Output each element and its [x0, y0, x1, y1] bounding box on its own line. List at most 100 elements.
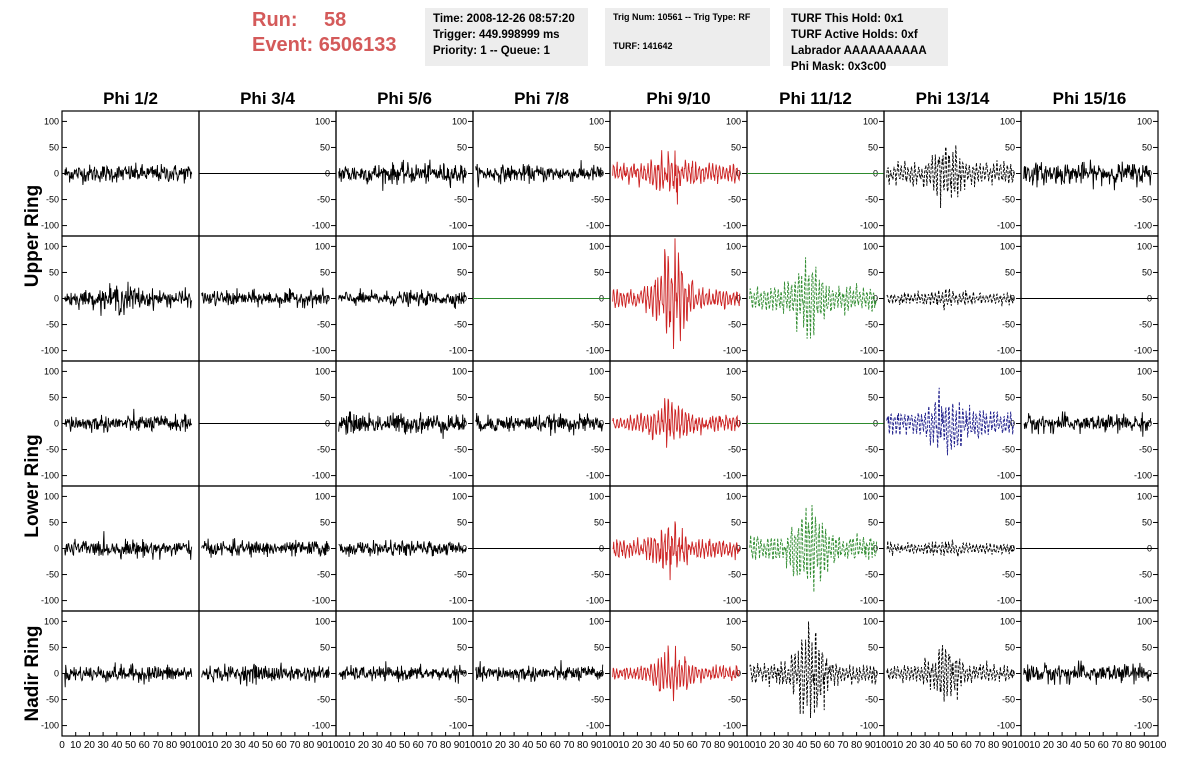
ytick-label: 100 [589, 116, 604, 126]
xtick-label: 40 [111, 740, 123, 751]
xtick-label: 0 [59, 740, 65, 751]
waveform-r2-c2 [201, 287, 330, 309]
turf-info-box: TURF This Hold: 0x1 TURF Active Holds: 0… [783, 8, 948, 73]
xtick-label: 30 [235, 740, 247, 751]
xtick-label: 60 [824, 740, 836, 751]
ytick-label: 50 [1005, 267, 1015, 277]
xtick-label: 90 [180, 740, 192, 751]
turf-hold-text: TURF This Hold: 0x1 [791, 13, 904, 25]
xtick-label: 20 [1043, 740, 1055, 751]
phi-mask-text: Phi Mask: 0x3c00 [791, 61, 887, 73]
ytick-label: -100 [723, 221, 741, 231]
ytick-label: -50 [1139, 445, 1152, 455]
ytick-label: 0 [873, 544, 878, 554]
ytick-label: 50 [1005, 142, 1015, 152]
xtick-label: 100 [602, 740, 619, 751]
ytick-label: 0 [54, 169, 59, 179]
xtick-label: 50 [399, 740, 411, 751]
ytick-label: 50 [457, 267, 467, 277]
ytick-label: -100 [1134, 721, 1152, 731]
ytick-label: 50 [1142, 517, 1152, 527]
ytick-label: -50 [454, 445, 467, 455]
ytick-label: -50 [865, 320, 878, 330]
xtick-label: 50 [125, 740, 137, 751]
xtick-label: 20 [84, 740, 96, 751]
ytick-label: -100 [449, 346, 467, 356]
ytick-label: 50 [1005, 392, 1015, 402]
xtick-label: 100 [328, 740, 345, 751]
waveform-r2-c7 [886, 287, 1015, 311]
ytick-label: -100 [586, 596, 604, 606]
ytick-label: 0 [1010, 294, 1015, 304]
ytick-label: -50 [454, 320, 467, 330]
ytick-label: -100 [723, 346, 741, 356]
xtick-label: 60 [276, 740, 288, 751]
run-value: 58 [324, 9, 347, 31]
waveform-r5-c1 [64, 662, 193, 688]
waveform-r3-c3 [338, 411, 467, 439]
waveform-r3-c7 [886, 387, 1015, 456]
ytick-label: -50 [1139, 195, 1152, 205]
ytick-label: -100 [586, 346, 604, 356]
ytick-label: 50 [49, 517, 59, 527]
ytick-label: 100 [1000, 241, 1015, 251]
waveform-r1-c5 [612, 150, 741, 205]
xtick-label: 90 [728, 740, 740, 751]
ytick-label: -100 [723, 471, 741, 481]
waveform-r1-c1 [64, 162, 193, 186]
ytick-label: -50 [317, 320, 330, 330]
ytick-label: -100 [860, 346, 878, 356]
waveform-r4-c2 [201, 538, 330, 558]
ytick-label: -100 [586, 221, 604, 231]
ytick-label: 50 [594, 267, 604, 277]
xtick-label: 50 [947, 740, 959, 751]
ytick-label: -100 [1134, 596, 1152, 606]
waveform-r5-c5 [612, 645, 741, 702]
ytick-label: -50 [728, 570, 741, 580]
ytick-label: 0 [54, 669, 59, 679]
xtick-label: 50 [1084, 740, 1096, 751]
xtick-label: 80 [440, 740, 452, 751]
xtick-label: 20 [769, 740, 781, 751]
ytick-label: -50 [46, 320, 59, 330]
ytick-label: -50 [728, 320, 741, 330]
xtick-label: 40 [659, 740, 671, 751]
ytick-label: 50 [594, 642, 604, 652]
ytick-label: -50 [1002, 695, 1015, 705]
ytick-label: -100 [586, 721, 604, 731]
ytick-label: 100 [452, 116, 467, 126]
xtick-label: 50 [810, 740, 822, 751]
waveform-r4-c7 [886, 539, 1015, 557]
ytick-label: 50 [594, 517, 604, 527]
waveform-r2-c6 [749, 257, 878, 339]
xtick-label: 10 [344, 740, 356, 751]
ytick-label: 100 [1000, 491, 1015, 501]
xtick-label: 30 [509, 740, 521, 751]
waveform-r1-c7 [886, 145, 1015, 209]
ytick-label: 100 [863, 116, 878, 126]
ytick-label: 100 [315, 366, 330, 376]
xtick-label: 40 [522, 740, 534, 751]
ytick-label: -50 [46, 445, 59, 455]
xtick-label: 60 [413, 740, 425, 751]
ytick-label: 50 [49, 142, 59, 152]
ytick-label: 50 [594, 142, 604, 152]
ytick-label: 100 [44, 616, 59, 626]
ytick-label: -50 [1002, 445, 1015, 455]
xtick-label: 30 [1057, 740, 1069, 751]
xtick-label: 50 [262, 740, 274, 751]
ytick-label: 100 [1137, 491, 1152, 501]
ytick-label: -50 [728, 445, 741, 455]
xtick-label: 90 [1139, 740, 1151, 751]
panel-frame-r4-c6 [746, 485, 885, 612]
panel-frame-r1-c5 [609, 110, 748, 237]
ytick-label: 100 [589, 491, 604, 501]
waveform-r1-c3 [338, 159, 467, 191]
xtick-label: 40 [248, 740, 260, 751]
ytick-label: -50 [317, 570, 330, 580]
xtick-label: 100 [191, 740, 208, 751]
waveform-r1-c4 [475, 160, 604, 188]
ytick-label: -50 [591, 695, 604, 705]
ytick-label: 0 [54, 419, 59, 429]
